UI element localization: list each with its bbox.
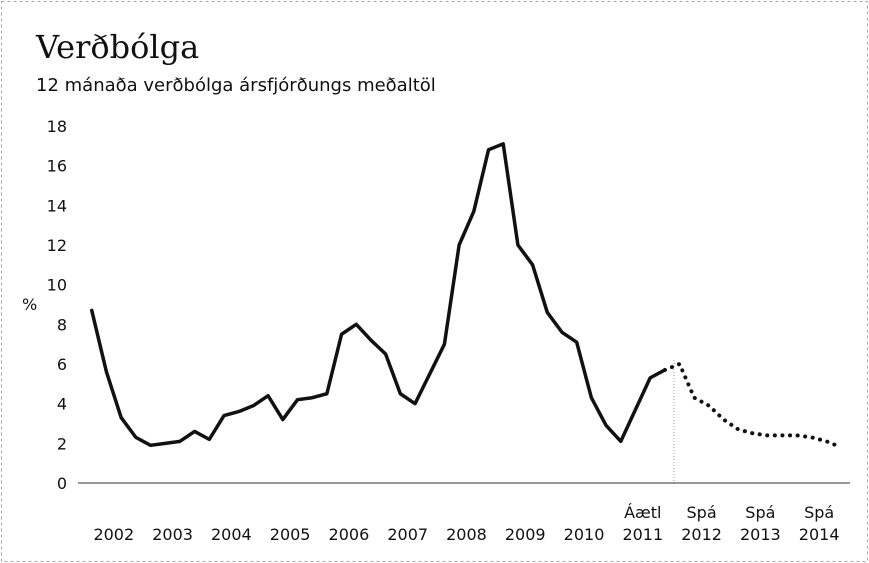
x-tick-label: Spá 2013 [740, 503, 781, 544]
y-axis-label: % [22, 295, 37, 314]
x-tick-label: Spá 2014 [799, 503, 840, 544]
y-tick-label: 4 [57, 395, 67, 414]
x-tick-label: 2005 [270, 525, 311, 544]
x-tick-label: 2007 [387, 525, 428, 544]
x-tick-label: Áætl 2011 [622, 503, 663, 544]
y-tick-label: 0 [57, 474, 67, 493]
x-tick-label: 2008 [446, 525, 487, 544]
chart-title: Verðbólga [35, 28, 199, 66]
y-tick-label: 14 [47, 196, 67, 215]
y-tick-label: 6 [57, 355, 67, 374]
x-tick-label: 2010 [564, 525, 605, 544]
x-tick-label: 2003 [152, 525, 193, 544]
x-tick-label: 2004 [211, 525, 252, 544]
y-tick-label: 8 [57, 315, 67, 334]
x-tick-label: 2006 [329, 525, 370, 544]
x-tick-label: Spá 2012 [681, 503, 722, 544]
y-tick-label: 10 [47, 276, 67, 295]
line-series [662, 362, 844, 450]
y-tick-label: 12 [47, 236, 67, 255]
y-tick-label: 16 [47, 157, 67, 176]
chart-subtitle: 12 mánaða verðbólga ársfjórðungs meðaltö… [36, 75, 436, 96]
x-tick-label: 2002 [93, 525, 134, 544]
y-tick-label: 2 [57, 434, 67, 453]
y-tick-label: 18 [47, 117, 67, 136]
line-series [90, 142, 667, 448]
x-tick-label: 2009 [505, 525, 546, 544]
